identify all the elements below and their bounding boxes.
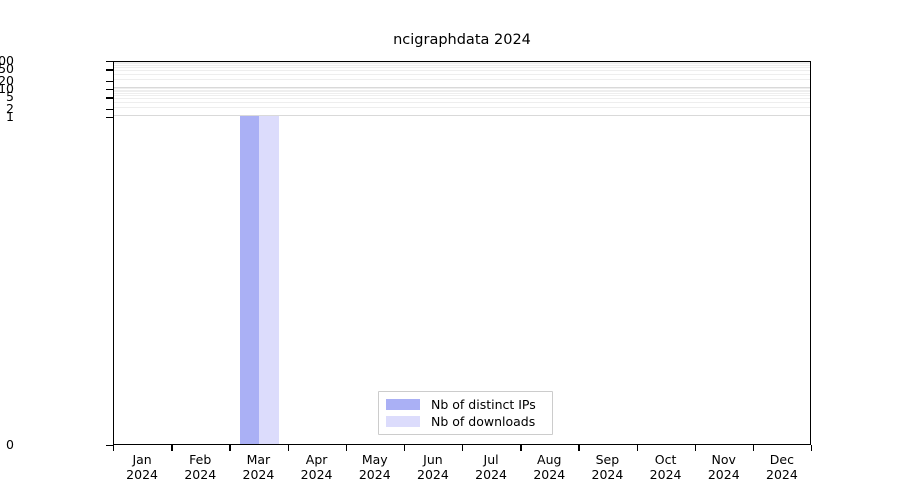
x-tick-mark bbox=[171, 445, 173, 451]
y-tick-mark bbox=[106, 117, 113, 119]
gridline-major bbox=[114, 115, 810, 116]
x-tick-mark bbox=[636, 445, 638, 451]
gridline-minor bbox=[114, 73, 810, 75]
y-tick-label: 10 bbox=[0, 81, 14, 96]
x-tick-mark bbox=[520, 445, 522, 451]
gridline-minor bbox=[114, 91, 810, 93]
y-tick-label: 2 bbox=[6, 100, 14, 116]
y-tick-mark bbox=[106, 89, 113, 91]
y-tick-mark bbox=[106, 69, 113, 71]
y-axis: 1005020105210 bbox=[0, 0, 113, 500]
x-tick-mark bbox=[403, 445, 406, 451]
x-tick-label: Sep 2024 bbox=[591, 452, 624, 482]
x-tick-label: Jun 2024 bbox=[417, 452, 449, 482]
gridline-minor bbox=[114, 65, 810, 67]
legend-item-downloads: Nb of downloads bbox=[386, 413, 545, 430]
x-tick-label: Dec 2024 bbox=[766, 452, 798, 482]
x-tick-label: Apr 2024 bbox=[300, 452, 333, 482]
legend-swatch-downloads bbox=[386, 416, 420, 427]
y-tick-mark bbox=[106, 445, 113, 447]
y-tick-label: 50 bbox=[0, 61, 14, 77]
plot-area bbox=[113, 61, 811, 445]
gridline-minor bbox=[114, 98, 810, 100]
gridline-minor bbox=[114, 62, 810, 63]
y-tick-mark bbox=[106, 108, 113, 110]
x-tick-label: Nov 2024 bbox=[707, 452, 740, 482]
gridline-minor bbox=[114, 88, 810, 90]
gridline-minor bbox=[114, 67, 810, 69]
gridline-minor bbox=[114, 106, 810, 108]
y-tick-label: 5 bbox=[6, 89, 14, 105]
gridline-minor bbox=[114, 78, 810, 80]
x-tick-label: Jul 2024 bbox=[475, 452, 507, 482]
legend-item-distinct-ips: Nb of distinct IPs bbox=[386, 396, 545, 413]
x-tick-mark bbox=[752, 445, 755, 451]
gridline-minor bbox=[114, 101, 810, 103]
y-tick-label: 20 bbox=[0, 72, 14, 88]
bar bbox=[240, 116, 260, 444]
x-tick-mark bbox=[345, 445, 348, 451]
gridline-minor bbox=[114, 95, 810, 97]
y-tick-label: 100 bbox=[0, 53, 14, 68]
gridline-major bbox=[114, 87, 810, 88]
x-tick-mark bbox=[229, 445, 231, 451]
x-tick-label: May 2024 bbox=[358, 452, 391, 482]
gridline-minor bbox=[114, 70, 810, 72]
y-tick-mark bbox=[106, 80, 113, 82]
legend-swatch-distinct-ips bbox=[386, 399, 420, 410]
bar bbox=[259, 116, 279, 444]
chart-legend: Nb of distinct IPs Nb of downloads bbox=[378, 391, 553, 435]
y-tick-mark bbox=[106, 61, 113, 63]
chart-title: ncigraphdata 2024 bbox=[393, 32, 531, 48]
y-tick-mark bbox=[106, 97, 113, 99]
x-tick-label: Oct 2024 bbox=[649, 452, 682, 482]
y-tick-label: 0 bbox=[6, 437, 14, 452]
x-tick-mark bbox=[113, 445, 115, 451]
x-tick-mark bbox=[578, 445, 580, 451]
x-tick-label: Mar 2024 bbox=[242, 452, 275, 482]
legend-label-downloads: Nb of downloads bbox=[431, 413, 536, 429]
legend-label-distinct-ips: Nb of distinct IPs bbox=[431, 396, 536, 412]
x-tick-label: Feb 2024 bbox=[184, 452, 217, 482]
x-tick-mark bbox=[811, 445, 813, 451]
x-tick-mark bbox=[287, 445, 289, 451]
x-tick-label: Jan 2024 bbox=[126, 452, 158, 482]
y-tick-label: 1 bbox=[6, 109, 14, 124]
gridline-minor bbox=[114, 63, 810, 65]
x-tick-mark bbox=[694, 445, 697, 451]
gridline-minor bbox=[114, 89, 810, 91]
gridline-minor bbox=[114, 93, 810, 95]
x-tick-mark bbox=[462, 445, 464, 451]
x-tick-label: Aug 2024 bbox=[533, 452, 566, 482]
